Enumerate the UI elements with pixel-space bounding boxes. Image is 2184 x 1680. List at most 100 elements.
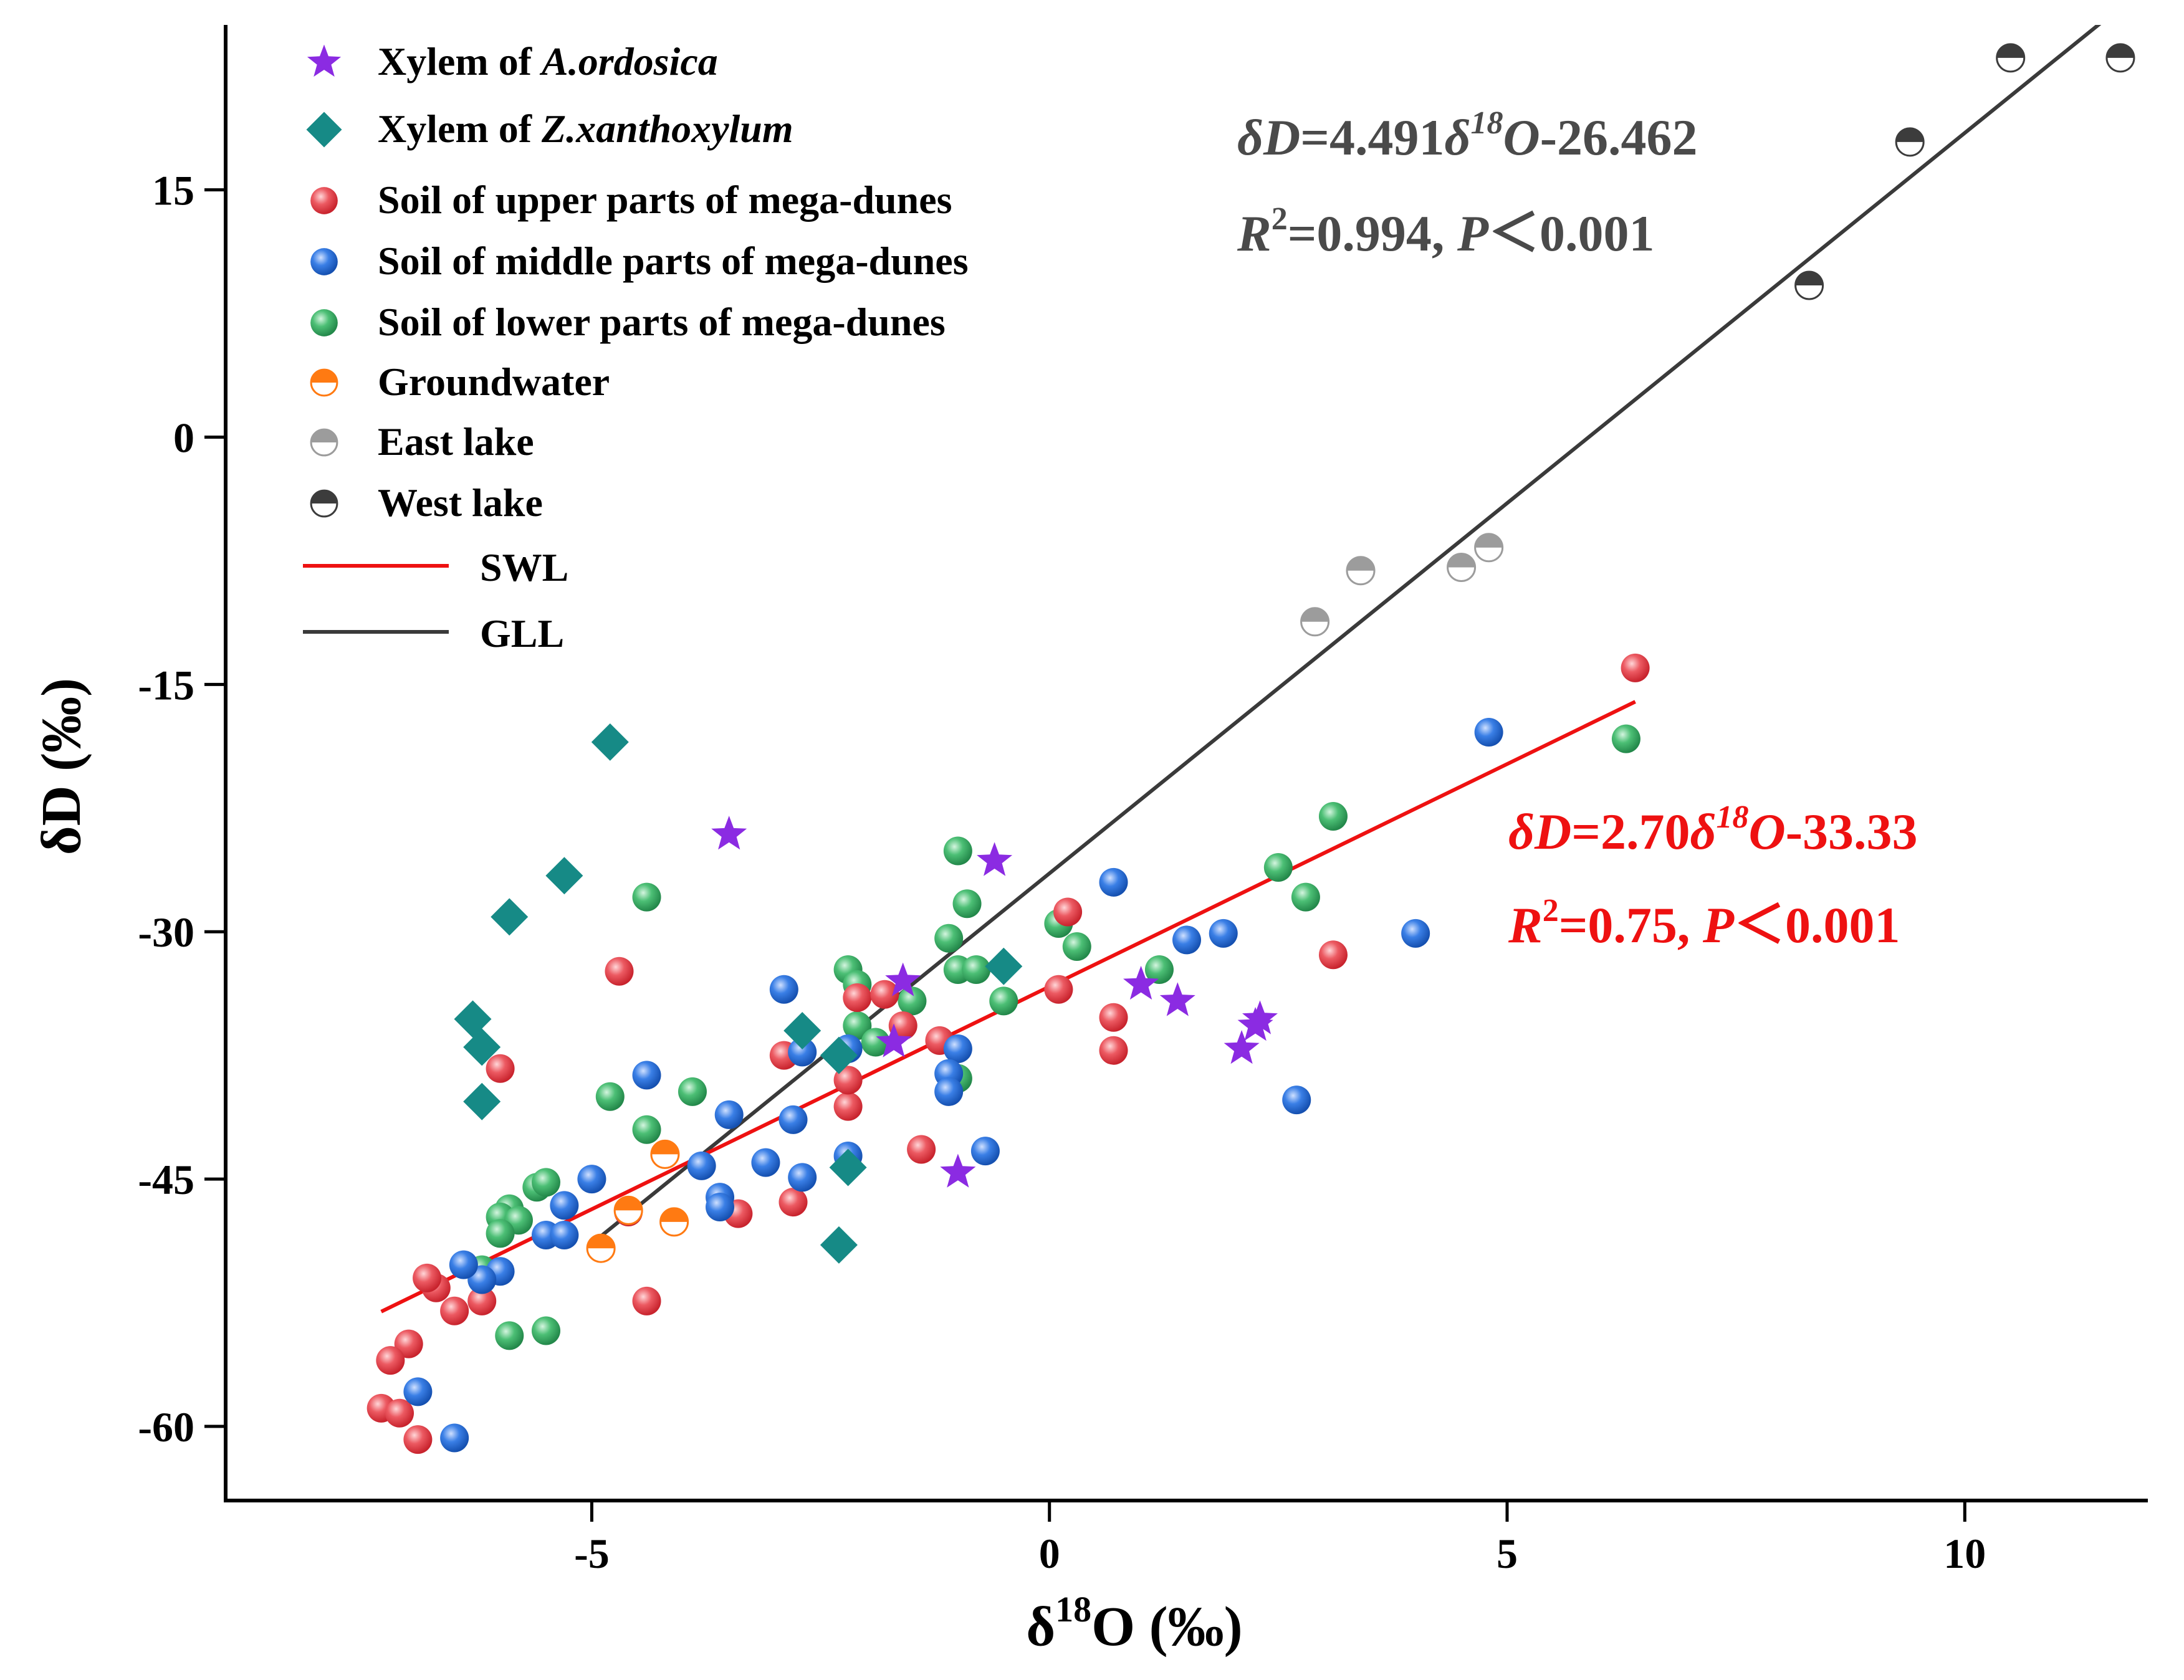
point-soil-middle <box>706 1193 735 1222</box>
gll-r2: R2=0.994, P＜0.001 <box>1237 201 1655 262</box>
legend-label: Groundwater <box>378 360 610 404</box>
point-xylem-z <box>463 1082 501 1120</box>
point-soil-upper <box>394 1329 423 1358</box>
point-xylem-a <box>1237 1007 1273 1041</box>
point-xylem-a <box>977 842 1013 876</box>
point-soil-lower <box>632 882 661 912</box>
legend-item-xylem-a: Xylem of A.ordosica <box>307 39 718 84</box>
point-xylem-a <box>876 1023 912 1057</box>
point-soil-middle <box>1099 867 1128 897</box>
point-xylem-z <box>829 1148 867 1186</box>
legend-label: Soil of upper parts of mega-dunes <box>378 178 952 222</box>
point-soil-lower <box>898 986 927 1016</box>
point-soil-upper <box>870 980 899 1009</box>
point-soil-upper <box>605 957 634 986</box>
point-groundwater <box>650 1139 680 1169</box>
legend-label: Xylem of Z.xanthoxylum <box>378 107 793 151</box>
point-soil-upper <box>1099 1003 1128 1032</box>
point-soil-middle <box>440 1423 469 1453</box>
y-tick-label: -30 <box>138 909 194 956</box>
point-soil-lower <box>943 836 972 866</box>
point-soil-middle <box>403 1377 433 1406</box>
x-tick-label: -5 <box>574 1530 610 1577</box>
point-xylem-z <box>491 898 529 936</box>
swl-r2: R2=0.75, P＜0.001 <box>1508 893 1900 953</box>
legend-item-xylem-z: Xylem of Z.xanthoxylum <box>306 107 793 151</box>
point-soil-upper <box>385 1398 414 1428</box>
y-tick-label: 15 <box>152 167 194 214</box>
point-groundwater <box>586 1233 616 1263</box>
point-east-lake <box>1474 533 1504 563</box>
point-soil-middle <box>577 1165 606 1194</box>
point-soil-middle <box>550 1221 579 1250</box>
point-groundwater <box>613 1195 643 1225</box>
point-xylem-a <box>1224 1030 1260 1064</box>
y-axis-title: δD (‰) <box>31 678 92 855</box>
point-soil-middle <box>632 1061 661 1090</box>
y-tick-label: -45 <box>138 1156 194 1203</box>
legend-item-swl: SWL <box>303 545 568 589</box>
point-soil-middle <box>934 1077 964 1106</box>
y-tick-label: -15 <box>138 661 194 709</box>
legend-marker <box>306 112 342 148</box>
point-xylem-z <box>545 857 583 895</box>
point-xylem-z <box>985 947 1023 985</box>
point-soil-middle <box>788 1163 817 1192</box>
point-soil-lower <box>843 1011 872 1041</box>
legend-item-soil-upper: Soil of upper parts of mega-dunes <box>310 178 952 222</box>
legend-label: Soil of middle parts of mega-dunes <box>378 239 969 283</box>
plot-frame <box>224 25 2148 1502</box>
point-soil-lower <box>532 1168 560 1197</box>
legend-item-west-lake: West lake <box>310 480 543 525</box>
point-west-lake <box>1996 43 2026 73</box>
point-soil-middle <box>687 1151 716 1180</box>
point-xylem-z <box>783 1011 821 1049</box>
legend-item-east-lake: East lake <box>310 419 534 464</box>
legend-item-gll: GLL <box>303 611 564 656</box>
point-soil-middle <box>449 1250 478 1279</box>
point-soil-lower <box>632 1115 661 1144</box>
point-soil-upper <box>833 1092 863 1121</box>
point-soil-middle <box>1209 919 1238 948</box>
legend-label: GLL <box>480 611 564 656</box>
point-soil-lower <box>1144 955 1174 985</box>
y-tick-label: -60 <box>138 1403 194 1451</box>
point-soil-upper <box>632 1286 661 1315</box>
point-soil-middle <box>769 975 798 1004</box>
point-soil-lower <box>486 1219 515 1248</box>
point-east-lake <box>1300 607 1330 637</box>
point-soil-middle <box>1172 925 1201 955</box>
point-xylem-z <box>463 1028 501 1066</box>
point-soil-upper <box>1621 653 1650 682</box>
point-groundwater <box>659 1207 689 1237</box>
legend-item-groundwater: Groundwater <box>310 360 610 404</box>
point-soil-lower <box>1611 724 1640 753</box>
point-xylem-z <box>820 1226 858 1264</box>
point-soil-lower <box>1318 801 1348 831</box>
point-soil-middle <box>788 1038 817 1067</box>
point-xylem-a <box>885 962 921 996</box>
point-soil-upper <box>1099 1036 1128 1065</box>
point-west-lake <box>1794 270 1824 300</box>
point-xylem-z <box>820 1036 858 1074</box>
legend-marker <box>310 248 338 275</box>
point-east-lake <box>1346 556 1376 586</box>
point-soil-lower <box>962 955 991 985</box>
legend-item-soil-middle: Soil of middle parts of mega-dunes <box>310 239 969 283</box>
legend-marker <box>310 428 338 457</box>
point-xylem-a <box>1123 965 1159 1000</box>
axis-labels: δ18O (‰) δD (‰) <box>31 678 1243 1658</box>
point-soil-middle <box>550 1191 579 1220</box>
point-soil-lower <box>934 924 964 953</box>
point-xylem-a <box>1242 1000 1278 1034</box>
point-soil-lower <box>861 1028 890 1057</box>
legend-marker <box>310 187 338 214</box>
point-xylem-z <box>454 1000 492 1038</box>
data-points <box>366 43 2135 1454</box>
gll-equation: δD=4.491δ18O-26.462 <box>1237 105 1698 166</box>
point-soil-lower <box>989 986 1018 1016</box>
point-soil-middle <box>1474 718 1503 747</box>
point-soil-lower <box>678 1077 707 1106</box>
point-soil-lower <box>1263 853 1293 882</box>
legend-marker <box>310 309 338 336</box>
